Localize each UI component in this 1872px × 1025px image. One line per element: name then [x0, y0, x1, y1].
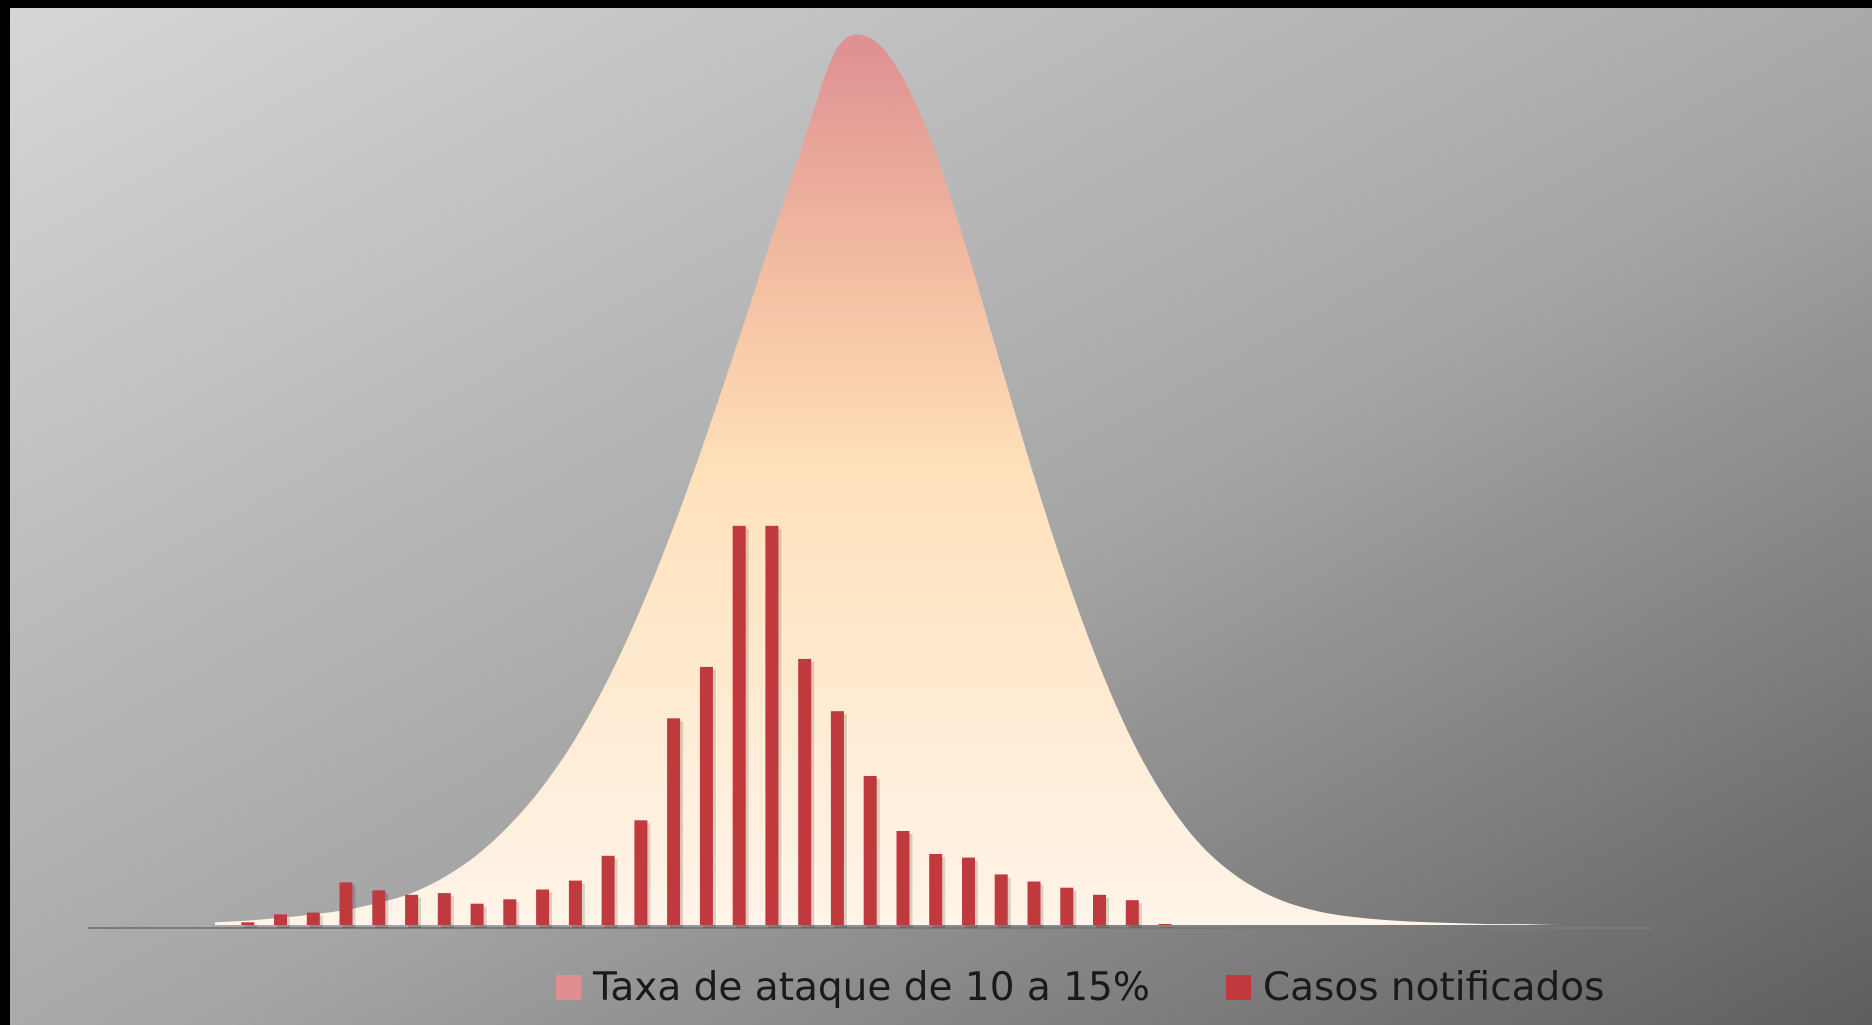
bar-casos-notificados	[470, 903, 484, 925]
bar-casos-notificados	[405, 894, 419, 925]
bar-casos-notificados	[699, 666, 713, 925]
bar-casos-notificados	[503, 899, 517, 925]
bar-shadow	[1161, 927, 1175, 928]
legend-entry-taxa: Taxa de ataque de 10 a 15%	[556, 965, 1150, 1010]
bar-casos-notificados	[1158, 924, 1172, 925]
bar-casos-notificados	[667, 718, 681, 925]
legend-label-casos: Casos notificados	[1262, 964, 1605, 1010]
bar-casos-notificados	[241, 922, 255, 925]
bar-casos-notificados	[1125, 900, 1139, 925]
bar-casos-notificados	[1027, 881, 1041, 925]
bar-casos-notificados	[1093, 894, 1106, 925]
legend-label-taxa: Taxa de ataque de 10 a 15%	[593, 964, 1150, 1010]
bar-casos-notificados	[437, 893, 451, 925]
bar-casos-notificados	[274, 914, 287, 925]
legend-swatch-taxa	[556, 974, 581, 1000]
bar-casos-notificados	[339, 882, 353, 925]
bar-casos-notificados	[306, 912, 320, 925]
bar-shadow	[244, 925, 258, 928]
bar-casos-notificados	[896, 831, 910, 925]
bar-casos-notificados	[732, 525, 746, 925]
legend: Taxa de ataque de 10 a 15% Casos notific…	[556, 962, 1604, 1012]
bar-casos-notificados	[568, 880, 582, 925]
bell-curve-area	[215, 34, 1755, 926]
bar-casos-notificados	[536, 889, 550, 925]
bar-casos-notificados	[863, 776, 877, 925]
bar-casos-notificados	[601, 855, 615, 925]
bar-casos-notificados	[962, 857, 975, 925]
bars-casos-notificados	[241, 525, 1175, 928]
bar-casos-notificados	[798, 658, 812, 925]
bar-casos-notificados	[929, 854, 943, 925]
legend-entry-casos: Casos notificados	[1225, 964, 1605, 1010]
bar-casos-notificados	[994, 874, 1008, 925]
bar-casos-notificados	[765, 525, 779, 925]
bar-casos-notificados	[634, 820, 648, 925]
legend-swatch-casos	[1225, 974, 1251, 1000]
bar-casos-notificados	[372, 890, 386, 925]
bar-casos-notificados	[1060, 887, 1074, 925]
bar-casos-notificados	[830, 711, 844, 925]
